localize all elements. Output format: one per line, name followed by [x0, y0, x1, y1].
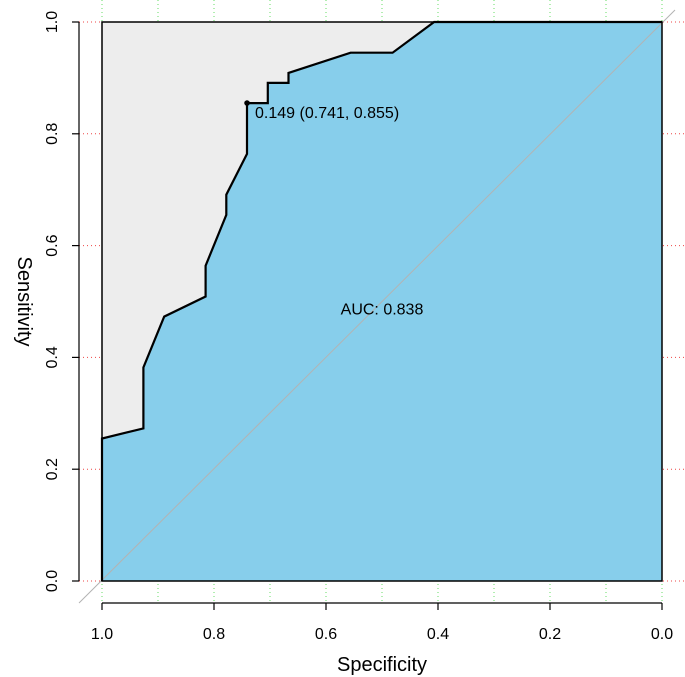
- x-tick-label: 0.0: [651, 626, 673, 643]
- plot-panel: 0.149 (0.741, 0.855) AUC: 0.838: [78, 9, 676, 604]
- plot-box: [101, 21, 663, 582]
- y-tick-label: 1.0: [44, 11, 61, 33]
- roc-curve-line: [100, 20, 662, 581]
- best-threshold-point: [244, 100, 250, 106]
- x-axis-title: Specificity: [337, 654, 427, 676]
- y-tick-label: 0.2: [44, 458, 61, 480]
- y-axis-title: Sensitivity: [13, 256, 35, 346]
- x-tick-label: 0.6: [315, 626, 337, 643]
- axes: 1.0 0.8 0.6 0.4 0.2 0.0 0.0 0.2 0.4 0.6 0.8 1.0 Sp…: [13, 11, 673, 676]
- chance-diagonal: [78, 9, 676, 604]
- y-tick-label: 0.4: [44, 346, 61, 368]
- y-axis-ticks: 0.0 0.2 0.4 0.6 0.8 1.0: [44, 11, 79, 592]
- x-tick-label: 1.0: [91, 626, 113, 643]
- x-tick-label: 0.2: [539, 626, 561, 643]
- y-tick-label: 0.6: [44, 234, 61, 256]
- x-tick-label: 0.8: [203, 626, 225, 643]
- y-tick-label: 0.8: [44, 123, 61, 145]
- x-axis-ticks: 1.0 0.8 0.6 0.4 0.2 0.0: [91, 603, 673, 643]
- x-tick-label: 0.4: [427, 626, 449, 643]
- y-tick-label: 0.0: [44, 570, 61, 592]
- best-threshold-label: 0.149 (0.741, 0.855): [255, 105, 399, 122]
- auc-label: AUC: 0.838: [341, 302, 424, 319]
